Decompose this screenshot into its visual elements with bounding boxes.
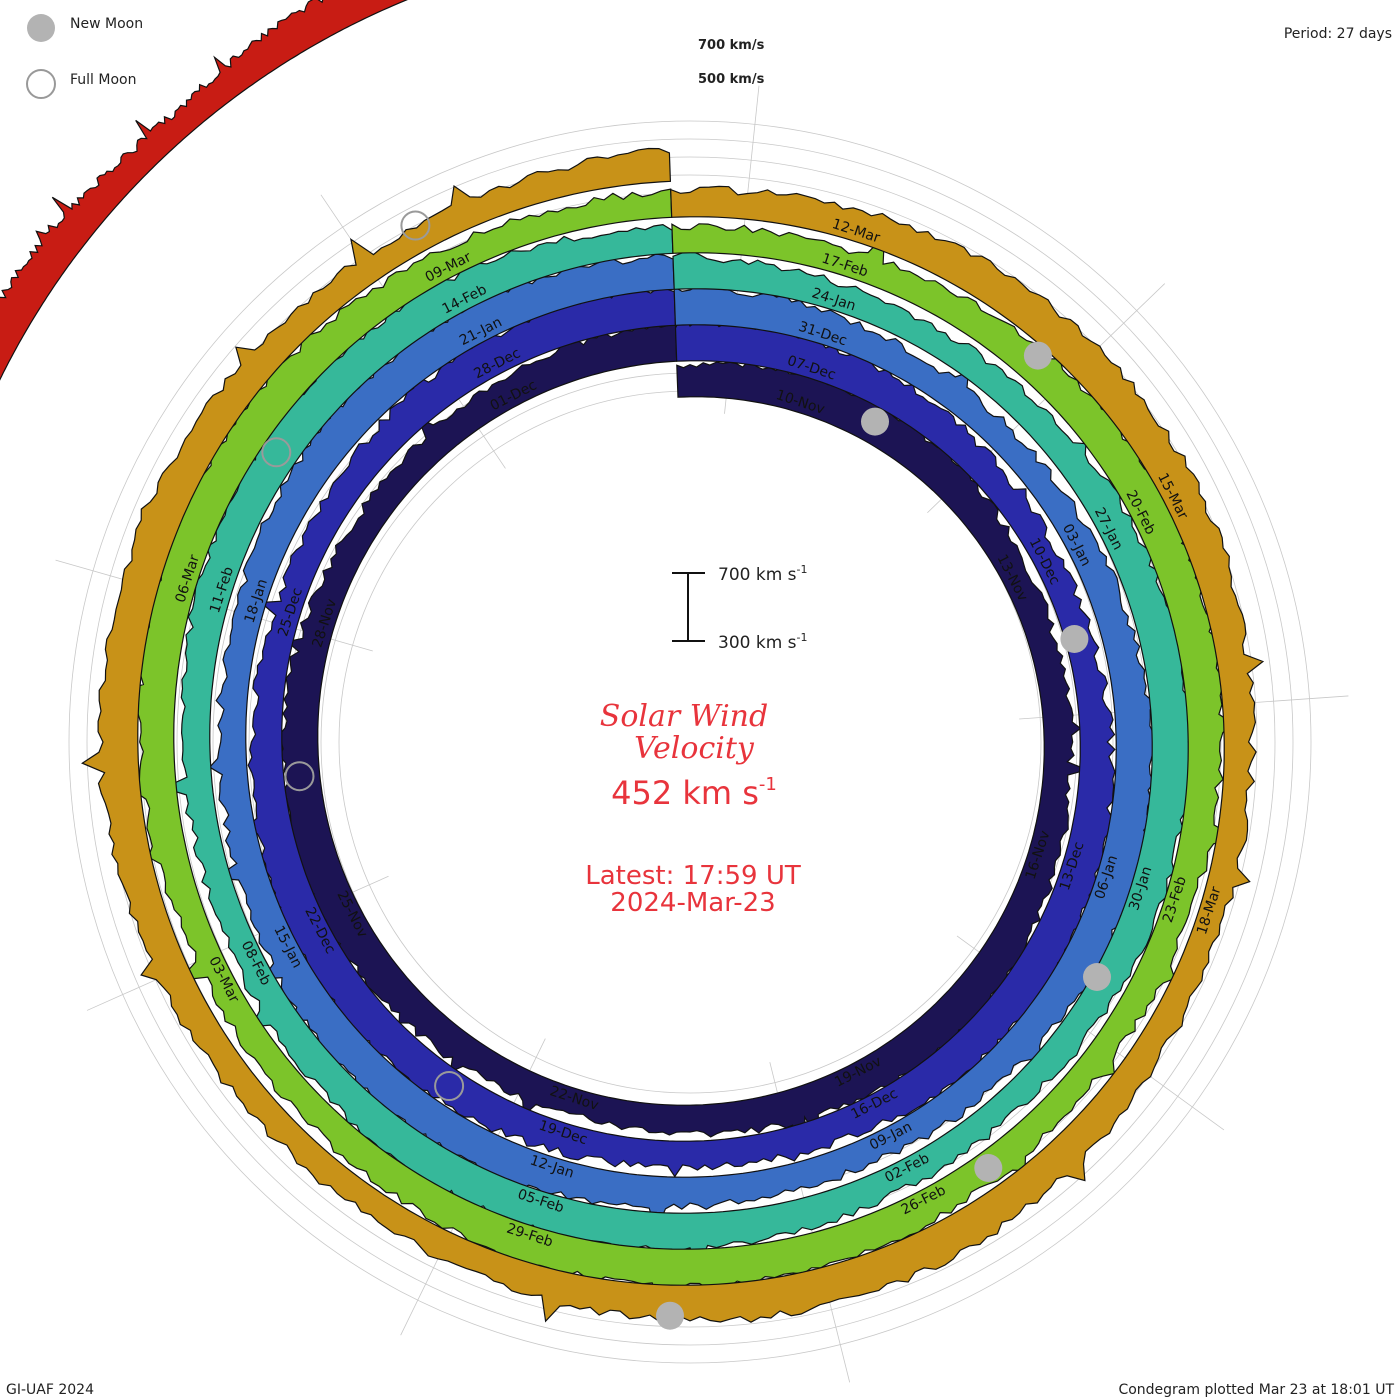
new-moon-legend-label: New Moon bbox=[70, 16, 143, 32]
current-speed: 452 km s-1 bbox=[611, 774, 777, 812]
latest-time: Latest: 17:59 UT bbox=[585, 861, 801, 891]
full-moon-legend-icon bbox=[26, 69, 56, 99]
scale-low-label: 300 km s-1 bbox=[718, 631, 808, 653]
full-moon-marker bbox=[434, 1071, 465, 1101]
full-moon-marker bbox=[400, 210, 431, 241]
scale-700-label: 700 km/s bbox=[698, 38, 765, 53]
speed-band-rotation-6 bbox=[81, 147, 1265, 1323]
full-moon-marker bbox=[261, 437, 292, 468]
speed-bands bbox=[0, 0, 1265, 1323]
new-moon-marker bbox=[1060, 625, 1089, 653]
new-moon-marker bbox=[656, 1301, 684, 1330]
scale-high-label: 700 km s-1 bbox=[718, 563, 808, 585]
center-scale-bar bbox=[672, 572, 705, 642]
grid-ring bbox=[68, 120, 1312, 1364]
new-moon-marker bbox=[1023, 341, 1052, 370]
new-moon-marker bbox=[861, 407, 889, 436]
full-moon-legend-label: Full Moon bbox=[70, 72, 136, 88]
moon-markers bbox=[261, 210, 1111, 1330]
chart-title-line2: Velocity bbox=[634, 731, 755, 766]
full-moon-marker bbox=[284, 761, 315, 792]
grid-ring bbox=[86, 138, 1294, 1346]
new-moon-marker bbox=[974, 1154, 1003, 1182]
footer-plotted: Condegram plotted Mar 23 at 18:01 UT bbox=[1118, 1382, 1394, 1398]
latest-date: 2024-Mar-23 bbox=[610, 888, 775, 918]
scale-500-label: 500 km/s bbox=[698, 72, 765, 87]
footer-credit: GI-UAF 2024 bbox=[6, 1382, 94, 1398]
new-moon-legend-icon bbox=[27, 14, 55, 42]
period-label: Period: 27 days bbox=[1284, 26, 1392, 42]
chart-title-line1: Solar Wind bbox=[600, 699, 768, 734]
new-moon-marker bbox=[1083, 963, 1111, 991]
